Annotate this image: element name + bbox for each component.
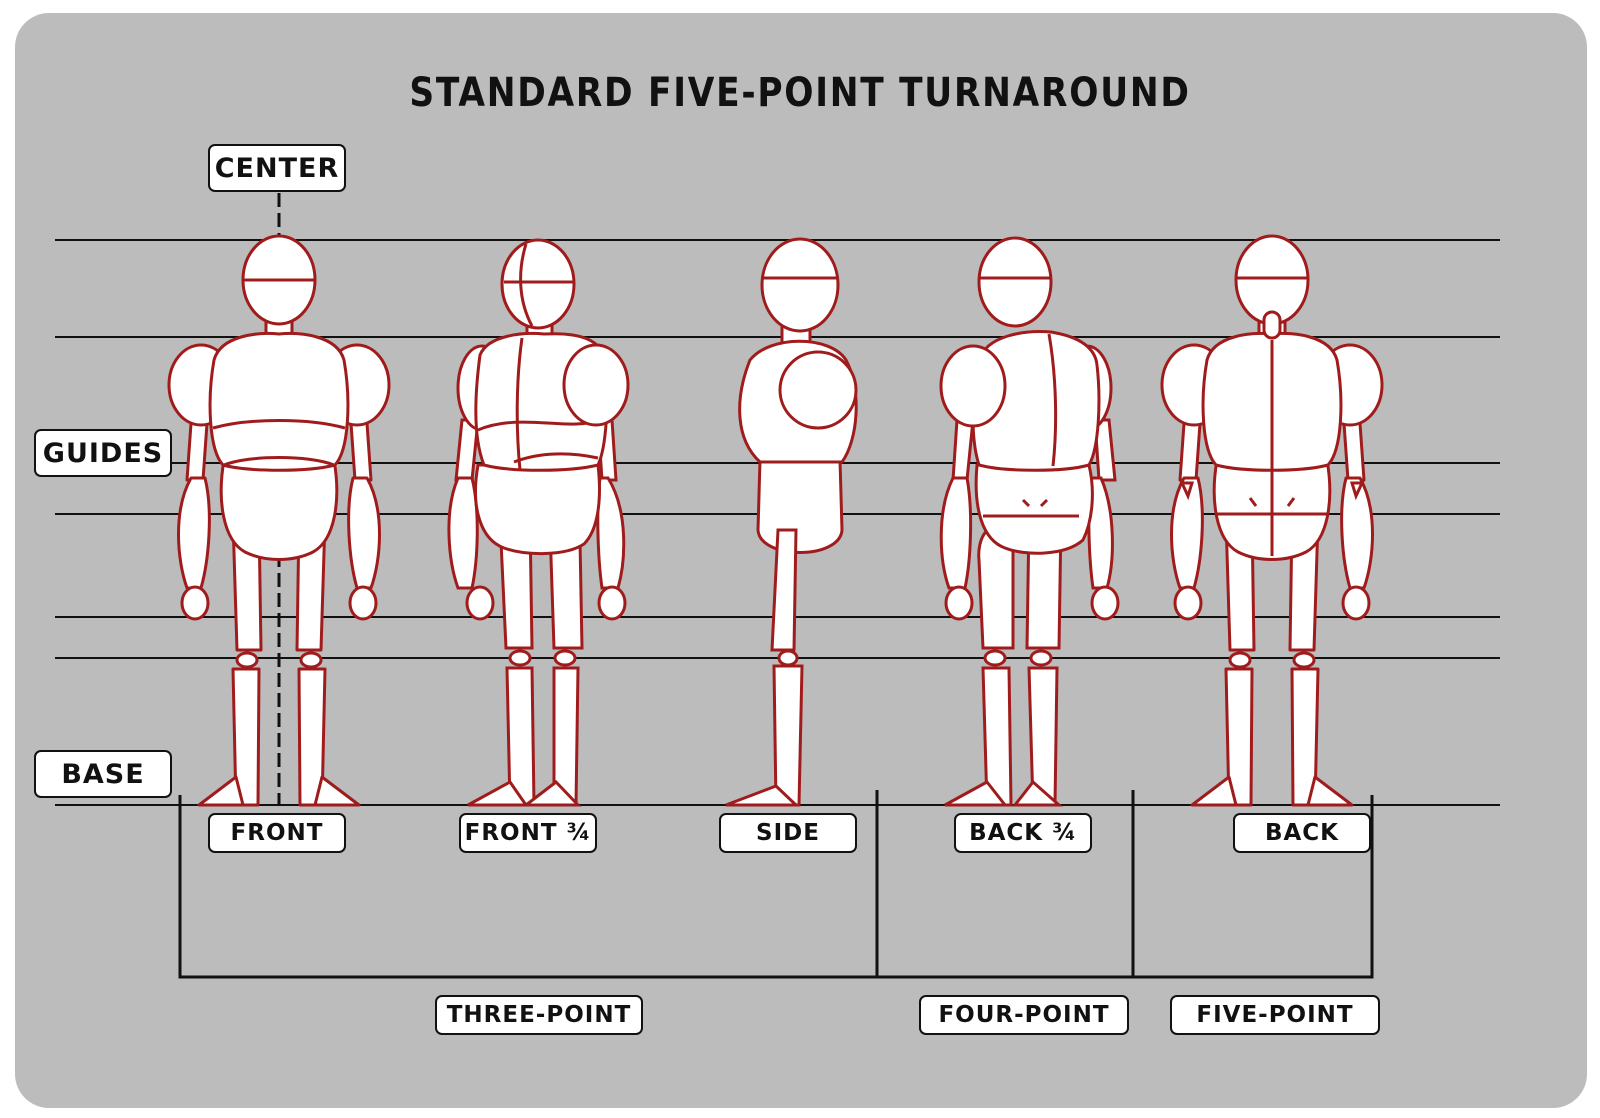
diagram-title: STANDARD FIVE-POINT TURNAROUND (409, 70, 1191, 116)
group-label-five-point: FIVE-POINT (1170, 995, 1380, 1035)
figure-front-three-quarter (447, 238, 630, 807)
figure-front (167, 234, 391, 807)
base-marker-label: BASE (34, 750, 172, 798)
center-marker-label: CENTER (208, 144, 346, 192)
group-brackets (178, 790, 1374, 979)
figure-side (725, 237, 858, 807)
view-label-back: BACK (1233, 813, 1371, 853)
view-label-front: FRONT (208, 813, 346, 853)
group-label-four-point: FOUR-POINT (919, 995, 1129, 1035)
guides-marker-label: GUIDES (34, 429, 172, 477)
group-label-three-point: THREE-POINT (435, 995, 643, 1035)
figure-back-three-quarter (939, 236, 1120, 807)
view-label-back-three-quarter: BACK ¾ (954, 813, 1092, 853)
view-label-front-three-quarter: FRONT ¾ (459, 813, 597, 853)
figure-back (1160, 234, 1384, 807)
bracket-outline (178, 795, 1374, 979)
view-label-side: SIDE (719, 813, 857, 853)
